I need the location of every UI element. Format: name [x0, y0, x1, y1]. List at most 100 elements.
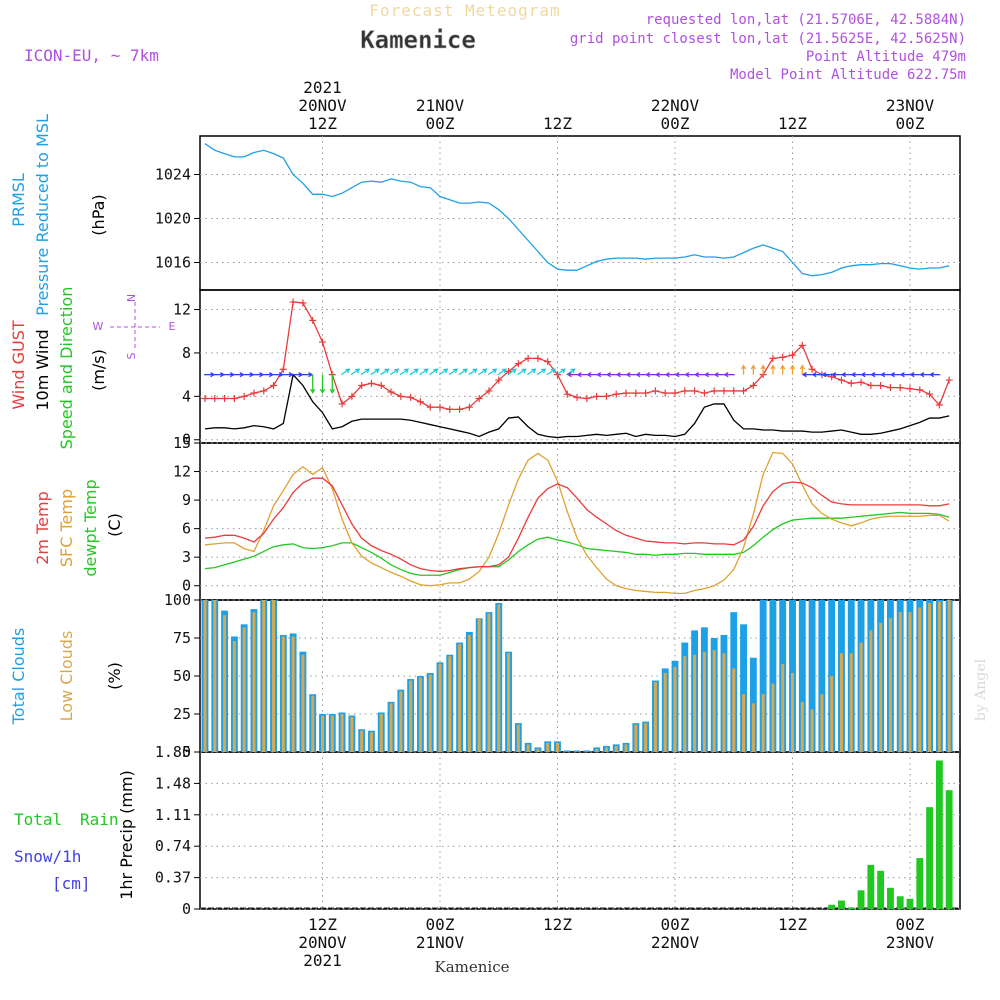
- low-cloud-bar: [418, 677, 422, 752]
- wind-gust-point: [877, 381, 885, 389]
- wind-gust-point: [377, 381, 385, 389]
- low-cloud-bar: [928, 603, 932, 752]
- wind-gust-point: [622, 389, 630, 397]
- wind-arrow-head: [880, 372, 886, 378]
- low-cloud-bar: [800, 701, 804, 752]
- wind-gust-point: [926, 390, 934, 398]
- wind-arrow-head: [821, 372, 827, 378]
- wind-gust-point: [642, 389, 650, 397]
- wind-arrow-head: [615, 372, 621, 378]
- low-cloud-bar: [810, 709, 814, 752]
- y-tick-label: 1024: [155, 166, 191, 184]
- wind-gust-point: [857, 378, 865, 386]
- wind-gust-point: [475, 395, 483, 403]
- wind-gust-point: [299, 299, 307, 307]
- wind-arrow-head: [501, 368, 507, 374]
- top-time-label: 12Z: [778, 114, 807, 133]
- wind-arrow-head: [550, 368, 556, 374]
- wind-gust-point: [309, 316, 317, 324]
- low-cloud-bar: [516, 724, 520, 752]
- low-cloud-bar: [947, 600, 951, 752]
- low-cloud-bar: [438, 663, 442, 752]
- wind-arrow-head: [799, 364, 805, 370]
- wind-gust-point: [250, 389, 258, 397]
- wind-gust-point: [465, 403, 473, 411]
- wind-arrow-head: [723, 372, 729, 378]
- wind-gust-point: [837, 376, 845, 384]
- wind-arrow-head: [521, 368, 527, 374]
- wind-arrow-head: [899, 372, 905, 378]
- bottom-time-label: 20NOV: [298, 933, 347, 952]
- low-cloud-bar: [320, 715, 325, 752]
- wind-arrow-head: [374, 368, 380, 374]
- y-tick-label: 0.37: [155, 869, 191, 887]
- low-cloud-bar: [242, 627, 246, 752]
- total-cloud-bar: [759, 600, 767, 752]
- wind-10m-line: [204, 373, 950, 439]
- y-tick-label: 1016: [155, 254, 191, 272]
- low-cloud-bar: [742, 694, 746, 752]
- wind-gust-point: [397, 392, 405, 400]
- temp-sfc-label: SFC Temp: [57, 489, 76, 567]
- low-cloud-bar: [830, 676, 834, 752]
- low-cloud-bar: [761, 694, 765, 752]
- wind-arrow-head: [423, 368, 429, 374]
- model-altitude: Model Point Altitude 622.75m: [730, 67, 966, 83]
- wind-gust-point: [201, 395, 209, 403]
- bottom-time-label: 00Z: [896, 915, 925, 934]
- wind-arrow-head: [586, 372, 592, 378]
- panel-frame-2: [199, 289, 961, 444]
- wind-gust-point: [798, 341, 806, 349]
- rain-bar: [916, 858, 924, 909]
- wind-arrow-shaft: [399, 368, 409, 376]
- wind-arrow-head: [492, 368, 498, 374]
- wind-gust-line: [205, 301, 950, 411]
- wind-gust-point: [671, 389, 679, 397]
- rain-bar: [945, 790, 953, 909]
- low-cloud-bar: [839, 653, 843, 752]
- low-cloud-bar: [526, 744, 530, 752]
- total-cloud-bar: [798, 600, 806, 752]
- wind-arrow-shaft: [458, 368, 468, 376]
- low-cloud-bar: [272, 600, 276, 752]
- wind-arrow-head: [850, 372, 856, 378]
- wind-arrow-shaft: [409, 368, 419, 376]
- wind-gust-point: [563, 390, 571, 398]
- wind-arrow-head: [740, 364, 747, 370]
- y-tick-label: 6: [182, 520, 191, 538]
- wind-gust-point: [544, 358, 552, 366]
- wind-gust-point: [367, 379, 375, 387]
- top-time-label: 23NOV: [886, 96, 935, 115]
- low-cloud-bar: [820, 694, 824, 752]
- wind-arrow-head: [684, 372, 690, 378]
- wind-gust-point: [632, 389, 640, 397]
- low-cloud-bar: [369, 732, 373, 752]
- low-cloud-bar: [223, 615, 227, 752]
- snow-unit-label: [cm]: [52, 874, 91, 893]
- low-cloud-bar: [908, 612, 912, 752]
- wind-gust-point: [769, 354, 777, 362]
- low-cloud-bar: [546, 742, 550, 752]
- compass-north: N: [125, 294, 138, 302]
- rain-bar: [857, 890, 865, 909]
- wind-arrow-head: [870, 372, 876, 378]
- wind-arrow-head: [443, 368, 449, 374]
- wind-gust-point: [779, 353, 787, 361]
- total-rain-label-1: Total: [14, 810, 62, 829]
- low-cloud-bar: [330, 715, 334, 752]
- wind-arrow-head: [384, 368, 390, 374]
- low-cloud-bar: [614, 745, 618, 752]
- wind-arrow-head: [811, 372, 817, 378]
- wind-arrow-shaft: [546, 368, 556, 376]
- wind-arrow-head: [840, 372, 847, 378]
- wind-arrow-head: [403, 368, 410, 374]
- wind-arrow-head: [780, 364, 786, 370]
- wind-arrow-head: [596, 372, 602, 378]
- wind-arrow-head: [364, 368, 370, 374]
- low-cloud-bar: [888, 618, 892, 752]
- pressure-line: [204, 143, 950, 277]
- wind-arrow-head: [713, 372, 719, 378]
- wind-gust-point: [338, 400, 346, 408]
- wind-arrow-head: [750, 364, 756, 370]
- wind-gust-point: [514, 360, 522, 368]
